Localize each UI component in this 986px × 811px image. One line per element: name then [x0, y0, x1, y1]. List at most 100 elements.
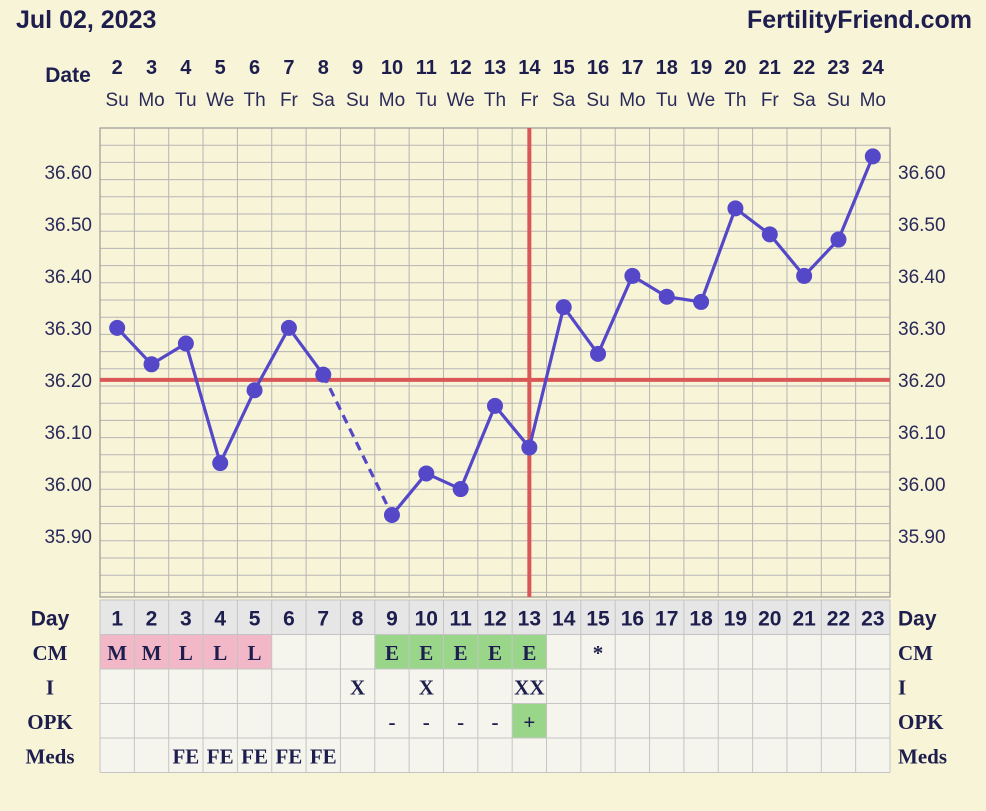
row-label-opk-left: OPK [27, 710, 73, 734]
y-tick-label-left: 36.10 [44, 423, 92, 444]
temp-line-segment [287, 326, 325, 376]
y-tick-label-left: 36.00 [44, 475, 92, 496]
weekday-label: Mo [619, 90, 645, 111]
temp-line-segment [253, 327, 291, 392]
cm-value: E [454, 641, 468, 665]
cm-cell-green [409, 634, 444, 669]
temp-point [590, 345, 607, 362]
weekday-label: Su [586, 90, 609, 111]
temp-point [177, 335, 194, 352]
weekday-label: Sa [552, 90, 576, 111]
date-number: 24 [862, 57, 885, 79]
cycle-day: 20 [758, 607, 781, 630]
table-grid [99, 599, 891, 773]
cm-value: L [248, 641, 262, 665]
weekday-label: Fr [280, 90, 299, 111]
cm-cell-pink [237, 634, 272, 669]
temp-line-segment [699, 207, 737, 303]
row-label-day-right: Day [898, 607, 937, 630]
cm-cell-green [477, 634, 513, 669]
y-tick-label-left: 36.40 [44, 267, 92, 288]
row-label-i-left: I [46, 675, 54, 699]
row-label-meds-left: Meds [26, 744, 75, 768]
date-number: 15 [553, 57, 575, 79]
chart-date: Jul 02, 2023 [16, 6, 157, 34]
date-number: 17 [621, 57, 643, 79]
cm-value: L [179, 641, 193, 665]
cm-value: M [142, 641, 162, 665]
date-number: 10 [381, 57, 403, 79]
y-tick-label-right: 36.10 [898, 423, 946, 444]
cycle-day: 16 [621, 607, 644, 630]
row-label-cm-right: CM [898, 641, 933, 665]
temp-point [864, 148, 881, 165]
date-number: 5 [215, 57, 226, 79]
grid [99, 127, 891, 597]
temp-line-segment [562, 306, 600, 355]
temp-line-segment [218, 389, 257, 464]
intercourse-value: X [350, 675, 365, 699]
date-number: 20 [724, 57, 746, 79]
y-tick-label-left: 36.20 [44, 371, 92, 392]
y-tick-label-left: 36.50 [44, 215, 92, 236]
weekday-label: Mo [860, 90, 886, 111]
cm-value: E [522, 641, 536, 665]
date-number: 21 [759, 57, 781, 79]
cm-cell-green [512, 634, 547, 669]
cm-cell-pink [203, 634, 238, 669]
date-number: 22 [793, 57, 815, 79]
row-label-day-left: Day [31, 607, 70, 630]
cm-cell-green [374, 634, 410, 669]
temp-point [383, 507, 400, 524]
temp-point [418, 465, 435, 482]
weekday-label: Su [827, 90, 850, 111]
date-number: 13 [484, 57, 506, 79]
temp-line-segment [802, 238, 840, 278]
weekday-label: Tu [656, 90, 677, 111]
temp-point [796, 267, 813, 284]
cm-cell-pink [168, 634, 204, 669]
cm-value: L [213, 641, 227, 665]
temp-point [452, 481, 469, 498]
date-number: 14 [518, 57, 541, 79]
temp-point [830, 231, 847, 248]
weekday-label: Sa [793, 90, 817, 111]
cm-cell-green [443, 634, 478, 669]
meds-value: FE [172, 744, 199, 768]
temp-line-segment [184, 343, 222, 464]
opk-value: + [523, 710, 535, 734]
cycle-day: 13 [518, 607, 541, 630]
weekday-label: Fr [761, 90, 780, 111]
row-label-opk-right: OPK [898, 710, 944, 734]
date-number: 11 [416, 57, 437, 79]
temp-line-segment [321, 373, 394, 516]
cycle-day: 19 [724, 607, 747, 630]
cycle-day: 22 [827, 607, 850, 630]
y-tick-label-right: 36.00 [898, 475, 946, 496]
cycle-day: 4 [214, 607, 226, 630]
temp-line-segment [836, 155, 875, 241]
opk-value: - [423, 710, 430, 734]
temp-point [280, 319, 297, 336]
cm-cell-pink [134, 634, 169, 669]
y-tick-label-right: 36.60 [898, 163, 946, 184]
date-number: 3 [146, 57, 157, 79]
row-label-i-right: I [898, 675, 906, 699]
date-number: 18 [656, 57, 678, 79]
temp-line-segment [768, 233, 806, 277]
weekday-label: Su [106, 90, 129, 111]
opk-value: - [388, 710, 395, 734]
temp-line-segment [596, 275, 634, 355]
date-label: Date [45, 64, 91, 87]
intercourse-value: XX [514, 675, 544, 699]
weekday-label: Mo [379, 90, 405, 111]
cycle-day: 11 [450, 607, 473, 630]
y-tick-label-right: 36.30 [898, 319, 946, 340]
cycle-day: 12 [483, 607, 506, 630]
site-name: FertilityFriend.com [746, 6, 972, 34]
date-number: 2 [112, 57, 123, 79]
y-tick-label-right: 36.40 [898, 267, 946, 288]
date-number: 6 [249, 57, 260, 79]
meds-value: FE [310, 744, 337, 768]
